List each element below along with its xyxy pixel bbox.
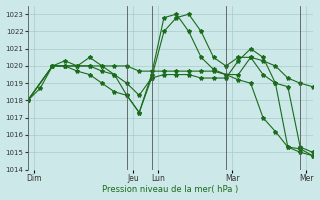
X-axis label: Pression niveau de la mer( hPa ): Pression niveau de la mer( hPa )	[102, 185, 238, 194]
